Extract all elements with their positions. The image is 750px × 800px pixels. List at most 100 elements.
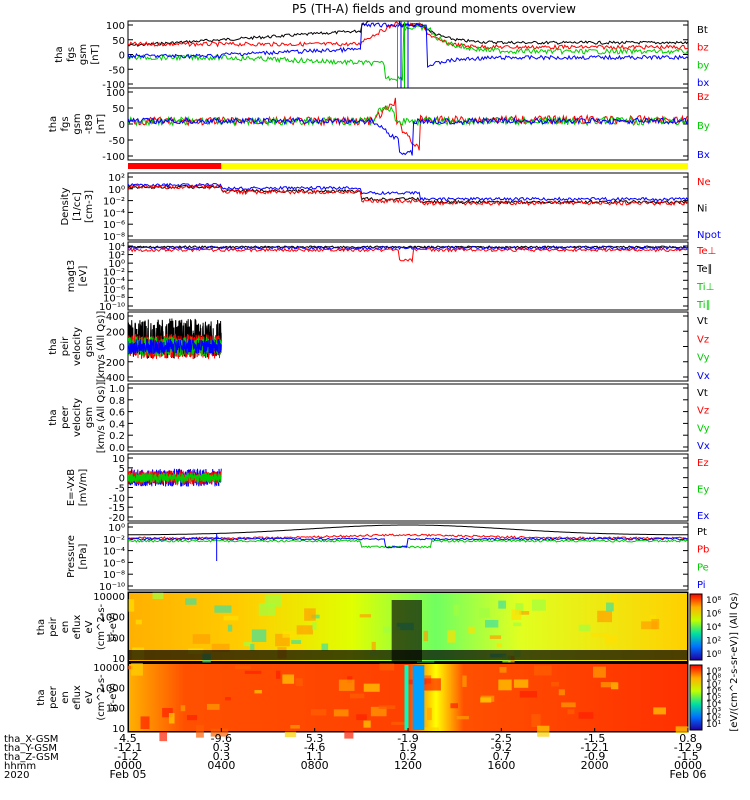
legend-Ti⊥: Ti⊥ [696, 282, 714, 293]
trace-Ey [128, 472, 222, 484]
ytick-label: 10⁰ [108, 259, 125, 270]
xaxis-y-value: -9.2 [491, 741, 512, 754]
traces [128, 21, 688, 88]
ytick-label: 0 [119, 51, 125, 62]
ylabel-line: gsm [72, 113, 83, 134]
spectrogram-patch [600, 682, 618, 688]
legend-Ne: Ne [697, 177, 711, 188]
spectrogram-patch [180, 705, 186, 712]
xaxis-row-label: hhmm [4, 761, 36, 772]
ylabel-line: [mV/m] [78, 469, 89, 507]
spectrogram-patch [611, 595, 618, 603]
spectrogram-patch [513, 622, 522, 627]
spectrogram-patch [423, 727, 439, 731]
spectrogram-patch [513, 679, 529, 688]
spectrogram-patch [675, 726, 689, 734]
legend-bz: bz [697, 43, 709, 54]
spectrogram-patch [235, 665, 251, 670]
ytick-label: 100 [106, 633, 125, 644]
ytick-label: 10000 [93, 663, 125, 674]
ytick-label: 10² [108, 251, 125, 262]
xaxis-z-value: -1.5 [677, 750, 698, 763]
ytick-label: -100 [102, 152, 125, 163]
xaxis-row-label: tha_X-GSM [4, 734, 58, 745]
colorbar-tick: 10⁷ [706, 680, 721, 690]
spectrogram-patch [423, 630, 429, 642]
ylabel-line: (cm^2-s- [96, 603, 107, 650]
ytick-label: 10⁻⁶ [103, 558, 125, 569]
ytick-label: 0.2 [109, 431, 125, 442]
spectrogram-patch [210, 728, 229, 737]
ylabel-line: velocity [72, 398, 83, 437]
colorbar-tick: 10⁸ [706, 596, 721, 606]
xaxis-y-value: -12.1 [114, 741, 142, 754]
ytick-label: 10⁻¹⁰ [99, 582, 125, 593]
legend-Pi: Pi [697, 580, 706, 591]
xaxis-date: Feb 06 [670, 768, 707, 781]
ylabel-line: [cm-3] [84, 190, 95, 223]
colorbar-tick: 10⁰ [706, 650, 721, 660]
trace-Teperp [128, 247, 688, 264]
ytick-label: 10⁰ [108, 185, 125, 196]
spectrogram-patch [333, 709, 349, 717]
ylabel-line: en [60, 691, 71, 704]
panel-frame [127, 383, 689, 452]
spectrogram-patch [499, 667, 507, 673]
spectrogram-patch [515, 603, 524, 615]
ylabel-line: peir [60, 336, 71, 356]
legend-Ez: Ez [697, 458, 709, 469]
colorbar-gradient [689, 664, 703, 731]
spectrogram-gap-edge [404, 665, 409, 730]
ylabel-line: peer [48, 685, 59, 709]
ytick-label: 10⁻⁴ [103, 276, 125, 287]
ytick-label: 0 [119, 343, 125, 354]
time-axis: tha_X-GSMtha_Y-GSMtha_Z-GSMhhmm20204.5-1… [4, 728, 706, 781]
spectrogram-floor [129, 650, 687, 660]
mode-segment-1 [221, 163, 689, 169]
ytick-label: 10⁻⁶ [103, 220, 125, 231]
spectrogram-patch [214, 605, 232, 613]
ylabel-line: [km/s (All Qs)] [96, 311, 107, 383]
xaxis-x-value: -1.9 [397, 732, 418, 745]
trace-Tiperp [128, 245, 688, 251]
traces [128, 318, 222, 360]
ylabel-line: magt3 [66, 260, 77, 293]
spectrogram-patch [597, 610, 613, 623]
spectrogram-patch [162, 707, 173, 718]
ylabel-line: gsm [84, 336, 95, 357]
spectrogram-patch [561, 702, 576, 708]
ytick-label: 10² [108, 173, 125, 184]
ylabel-line: tha [48, 409, 59, 425]
traces [128, 182, 688, 206]
ylabel-line: E=-VxB [66, 469, 77, 506]
xaxis-x-value: 0.8 [679, 732, 697, 745]
ytick-label: 10⁻⁸ [103, 293, 125, 304]
xaxis-y-value: -12.9 [674, 741, 702, 754]
ytick-label: -20 [109, 513, 125, 524]
legend-Vy: Vy [697, 353, 710, 364]
spectrogram-patch [192, 634, 211, 644]
spectrogram-patch [468, 626, 475, 634]
legend-bx: bx [697, 78, 709, 89]
ytick-label: 10 [112, 724, 125, 735]
ytick-label: -50 [109, 65, 125, 76]
ylabel-line: velocity [72, 327, 83, 366]
spectrogram-patch [227, 624, 233, 632]
panel-fgs_gsm_t89: 100 50 0 -50 -100 tha fgs gsm -t89 [nT] Bz By Bx [48, 87, 710, 163]
ytick-label: 10⁻⁸ [103, 570, 125, 581]
spectrogram-patch [649, 615, 657, 620]
ytick-label: 400 [106, 312, 125, 323]
traces [128, 97, 688, 156]
xaxis-x-value: -1.5 [584, 732, 605, 745]
spectrogram-patch [391, 721, 406, 725]
spectrogram-patch [426, 707, 432, 721]
panel-frame [127, 241, 689, 311]
xaxis-z-value: -0.9 [584, 750, 605, 763]
ylabel-line: eV [84, 691, 95, 704]
legend-Ey: Ey [697, 485, 709, 496]
ylabel-line: tha [48, 338, 59, 354]
legend-Vx: Vx [697, 371, 710, 382]
